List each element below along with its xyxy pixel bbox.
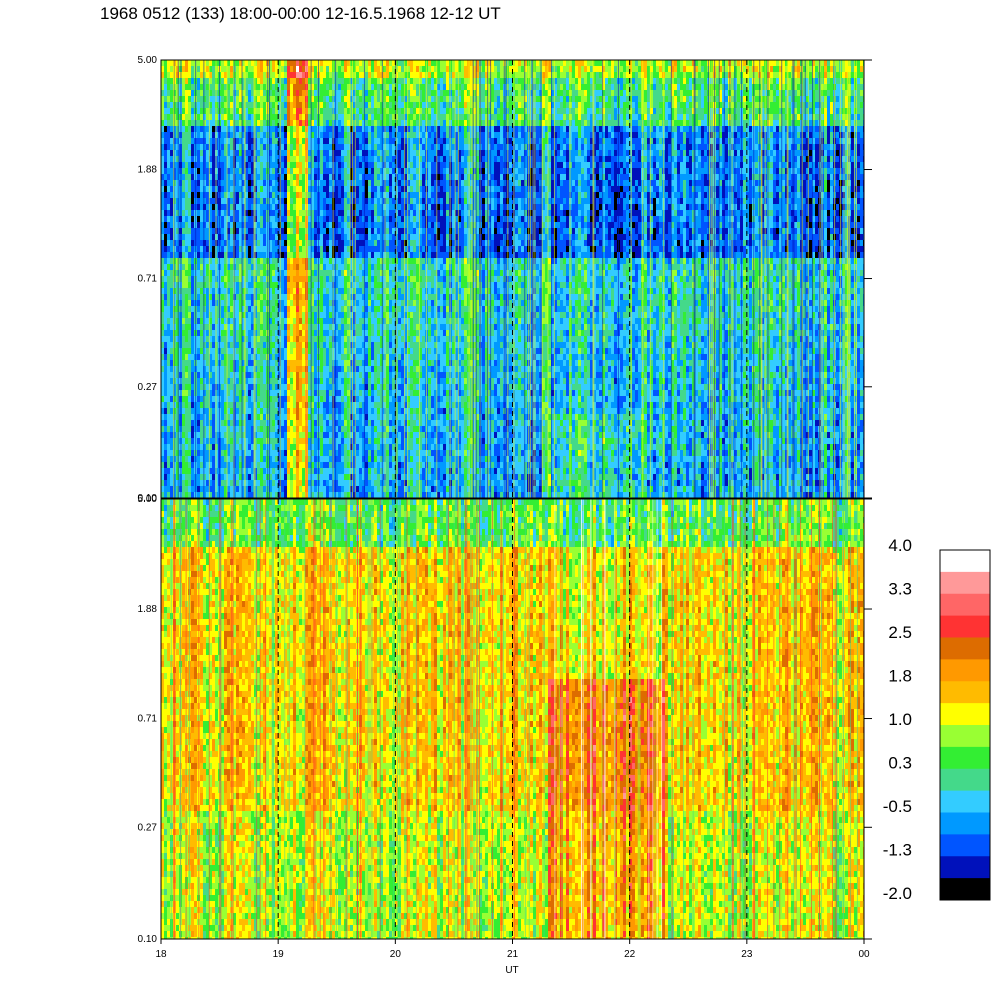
chart-title: 1968 0512 (133) 18:00-00:00 12-16.5.1968…	[100, 4, 501, 24]
colorbar-frame	[939, 549, 991, 901]
colorbar-label: 3.3	[888, 580, 912, 599]
y-tick-label: 0.10	[138, 493, 158, 504]
y-tick-label: 0.27	[138, 382, 158, 393]
colorbar-swatch	[940, 681, 990, 704]
colorbar-swatch	[940, 812, 990, 835]
colorbar-swatch	[940, 659, 990, 682]
y-tick-label: 0.71	[138, 274, 158, 285]
colorbar-swatch	[940, 746, 990, 770]
colorbar-label: 1.0	[888, 710, 912, 729]
y-tick-label: 0.71	[138, 714, 158, 725]
x-tick-label: 18	[155, 949, 167, 960]
y-tick-label: 0.10	[138, 934, 158, 945]
colorbar-swatch	[940, 725, 990, 748]
lower-spectrogram-panel	[161, 499, 864, 939]
colorbar-swatch	[940, 878, 990, 901]
colorbar-swatch	[940, 615, 990, 638]
colorbar-swatch	[940, 637, 990, 660]
colorbar-swatch	[940, 571, 990, 595]
colorbar-swatch	[940, 834, 990, 857]
colorbar-label: 0.3	[888, 754, 912, 773]
colorbar-swatch	[940, 790, 990, 813]
colorbar-label: -0.5	[883, 797, 912, 816]
colorbar-label: -2.0	[883, 884, 912, 903]
colorbar-swatch	[940, 593, 990, 617]
y-tick-label: 1.88	[138, 604, 158, 615]
colorbar-label: 1.8	[888, 667, 912, 686]
y-tick-label: 0.27	[138, 822, 158, 833]
time-grid	[277, 60, 748, 939]
x-tick-label: 22	[624, 949, 636, 960]
y-tick-label: 1.88	[138, 165, 158, 176]
colorbar-swatch	[940, 703, 990, 726]
y-tick-label: 5.00	[138, 494, 158, 505]
colorbar-swatch	[940, 856, 990, 879]
colorbar-label: -1.3	[883, 841, 912, 860]
upper-spectrogram-panel	[161, 60, 864, 498]
axes: 0.100.270.711.885.000.100.270.711.885.00…	[138, 55, 872, 976]
x-tick-label: 21	[507, 949, 519, 960]
x-tick-label: 00	[858, 949, 870, 960]
colorbar-swatch	[940, 768, 990, 792]
colorbar-label: 4.0	[888, 536, 912, 555]
x-tick-label: 23	[741, 949, 753, 960]
x-tick-label: 19	[273, 949, 285, 960]
colorbar-label: 2.5	[888, 623, 912, 642]
x-axis-label: UT	[505, 965, 518, 976]
colorbar: 4.0 3.3 2.5 1.8 1.0 0.3 -0.5 -1.3 -2.0	[883, 536, 991, 903]
x-tick-label: 20	[390, 949, 402, 960]
y-tick-label: 5.00	[138, 55, 158, 66]
colorbar-swatch	[940, 550, 990, 573]
